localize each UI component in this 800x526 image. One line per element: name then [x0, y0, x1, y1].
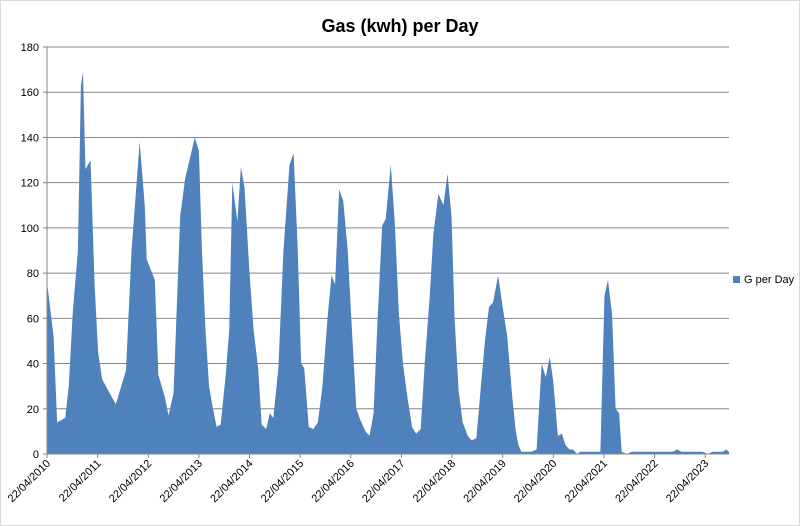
x-tick-label-8: 22/04/2018 [411, 458, 458, 505]
x-tick-label-9: 22/04/2019 [461, 458, 508, 505]
y-axis-ticks: 0 20 40 60 80 100 120 140 160 180 [21, 42, 47, 461]
x-axis-ticks: 22/04/2010 22/04/2011 22/04/2012 22/04/2013… [6, 454, 711, 505]
x-tick-label-10: 22/04/2020 [512, 458, 559, 505]
y-tick-label-1: 20 [27, 404, 39, 416]
x-tick-label-1: 22/04/2011 [57, 458, 104, 505]
x-tick-label-12: 22/04/2022 [613, 458, 660, 505]
series-area-layer [47, 71, 729, 455]
y-tick-label-7: 140 [21, 132, 39, 144]
y-tick-label-2: 40 [27, 359, 39, 371]
x-tick-label-11: 22/04/2021 [563, 458, 610, 505]
x-tick-label-13: 22/04/2023 [664, 458, 711, 505]
x-tick-label-7: 22/04/2017 [360, 458, 407, 505]
y-tick-label-4: 80 [27, 268, 39, 280]
y-tick-label-3: 60 [27, 313, 39, 325]
series-area-g-per-day [47, 71, 729, 455]
y-tick-label-5: 100 [21, 223, 39, 235]
x-tick-label-0: 22/04/2010 [6, 458, 53, 505]
legend-label: G per Day [744, 274, 795, 286]
x-tick-label-5: 22/04/2015 [259, 458, 306, 505]
x-tick-label-4: 22/04/2014 [208, 458, 255, 505]
x-tick-label-2: 22/04/2012 [107, 458, 154, 505]
chart-title: Gas (kwh) per Day [321, 16, 478, 36]
x-tick-label-3: 22/04/2013 [158, 458, 205, 505]
y-tick-label-9: 180 [21, 42, 39, 54]
y-tick-label-8: 160 [21, 87, 39, 99]
axes [46, 47, 729, 455]
legend: G per Day [733, 274, 795, 286]
y-tick-label-6: 120 [21, 178, 39, 190]
legend-swatch [733, 276, 740, 283]
y-tick-label-0: 0 [33, 449, 39, 461]
x-tick-label-6: 22/04/2016 [309, 458, 356, 505]
